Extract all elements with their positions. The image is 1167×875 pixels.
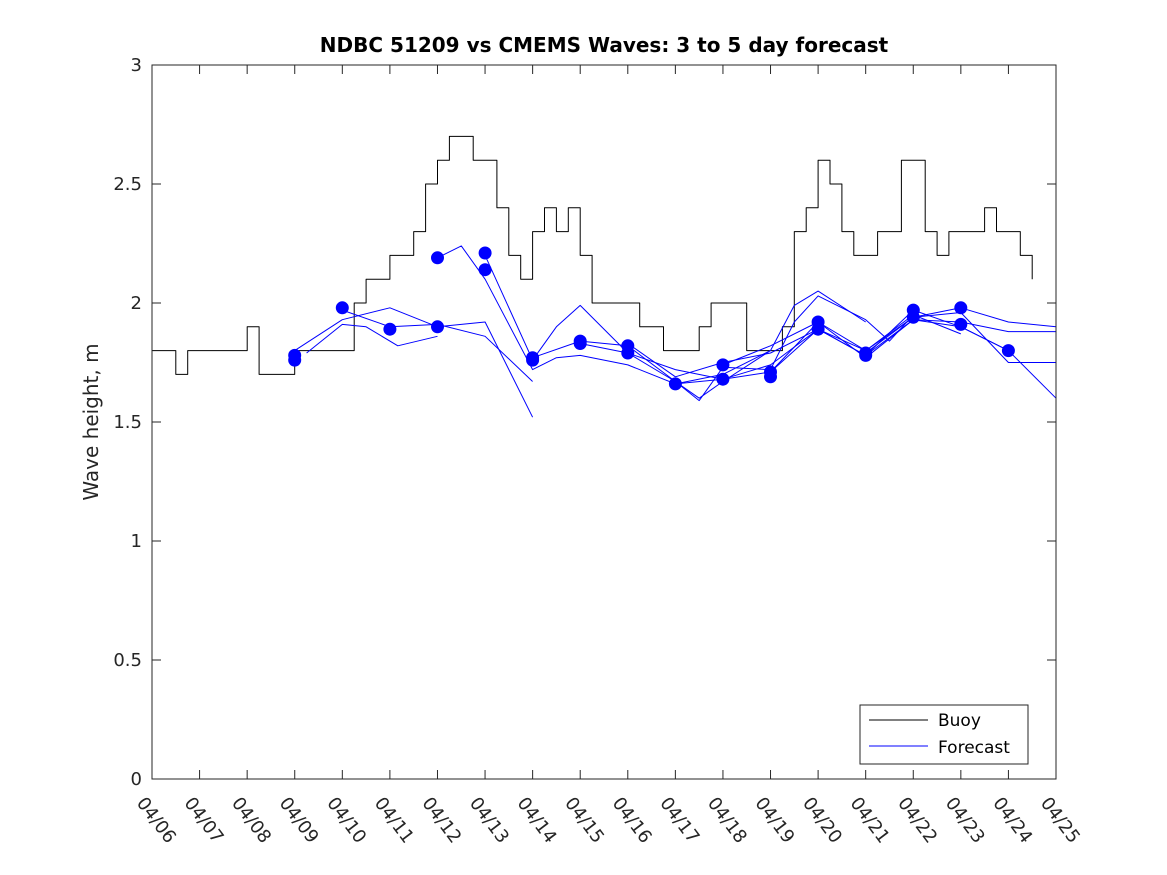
y-tick-label: 2 (131, 293, 142, 314)
forecast-marker (764, 370, 777, 384)
markers-layer (288, 246, 1015, 391)
forecast-marker (526, 353, 540, 367)
forecast-marker (431, 251, 444, 265)
forecast-marker (478, 263, 492, 277)
legend-box (859, 704, 1029, 765)
legend: Buoy Forecast (859, 704, 1029, 765)
forecast-marker (288, 353, 302, 367)
forecast-marker (668, 377, 682, 391)
y-axis-label: Wave height, m (79, 343, 103, 500)
forecast-marker (906, 310, 920, 324)
chart-title: NDBC 51209 vs CMEMS Waves: 3 to 5 day fo… (320, 33, 889, 57)
y-tick-label: 0 (131, 769, 142, 790)
forecast-line-4 (437, 245, 771, 385)
forecast-marker (478, 246, 492, 260)
forecast-line-10 (722, 319, 1057, 399)
y-tick-label: 0.5 (113, 650, 142, 671)
forecast-marker (859, 348, 873, 362)
y-tick-label: 3 (131, 55, 142, 76)
forecast-marker (716, 358, 730, 372)
legend-label-forecast: Forecast (938, 738, 1010, 758)
forecast-marker (1001, 344, 1015, 358)
y-tick-label: 1 (131, 531, 142, 552)
forecast-marker (954, 301, 968, 315)
forecast-line-2 (306, 323, 438, 354)
forecast-marker (954, 317, 968, 331)
forecast-line-12 (817, 319, 1056, 356)
legend-label-buoy: Buoy (938, 711, 981, 731)
forecast-marker (335, 301, 349, 315)
forecast-line-8 (627, 314, 961, 378)
forecast-line-6 (532, 290, 866, 399)
forecast-marker (573, 337, 587, 350)
forecast-marker (383, 322, 397, 336)
ticks-layer (151, 64, 1057, 780)
forecast-marker (621, 346, 635, 360)
forecast-line-1 (294, 307, 534, 418)
y-tick-label: 1.5 (113, 412, 142, 433)
y-tick-label: 2.5 (113, 174, 142, 195)
series-layer (152, 135, 1057, 418)
forecast-marker (811, 322, 825, 336)
plot-area (152, 65, 1056, 779)
forecast-marker (716, 372, 730, 386)
forecast-marker (431, 320, 444, 334)
buoy-series-line (152, 135, 1033, 375)
